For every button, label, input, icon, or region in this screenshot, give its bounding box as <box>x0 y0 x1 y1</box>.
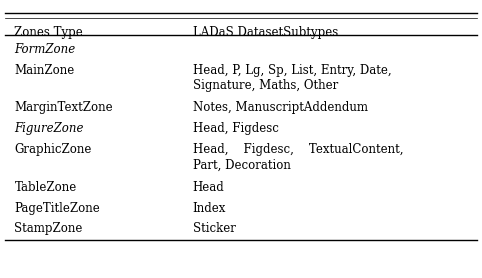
Text: Index: Index <box>193 202 226 215</box>
Text: Head, Figdesc: Head, Figdesc <box>193 122 279 135</box>
Text: FigureZone: FigureZone <box>14 122 84 135</box>
Text: MarginTextZone: MarginTextZone <box>14 101 113 115</box>
Text: Signature, Maths, Other: Signature, Maths, Other <box>193 79 338 92</box>
Text: Part, Decoration: Part, Decoration <box>193 158 291 172</box>
Text: FormZone: FormZone <box>14 43 76 56</box>
Text: TableZone: TableZone <box>14 181 77 194</box>
Text: Head: Head <box>193 181 225 194</box>
Text: Notes, ManuscriptAddendum: Notes, ManuscriptAddendum <box>193 101 368 115</box>
Text: Sticker: Sticker <box>193 222 236 235</box>
Text: Head, P, Lg, Sp, List, Entry, Date,: Head, P, Lg, Sp, List, Entry, Date, <box>193 64 391 77</box>
Text: GraphicZone: GraphicZone <box>14 143 92 156</box>
Text: MainZone: MainZone <box>14 64 75 77</box>
Text: StampZone: StampZone <box>14 222 83 235</box>
Text: LADaS DatasetSubtypes: LADaS DatasetSubtypes <box>193 26 338 39</box>
Text: PageTitleZone: PageTitleZone <box>14 202 100 215</box>
Text: Head,    Figdesc,    TextualContent,: Head, Figdesc, TextualContent, <box>193 143 403 156</box>
Text: Zones Type: Zones Type <box>14 26 83 39</box>
